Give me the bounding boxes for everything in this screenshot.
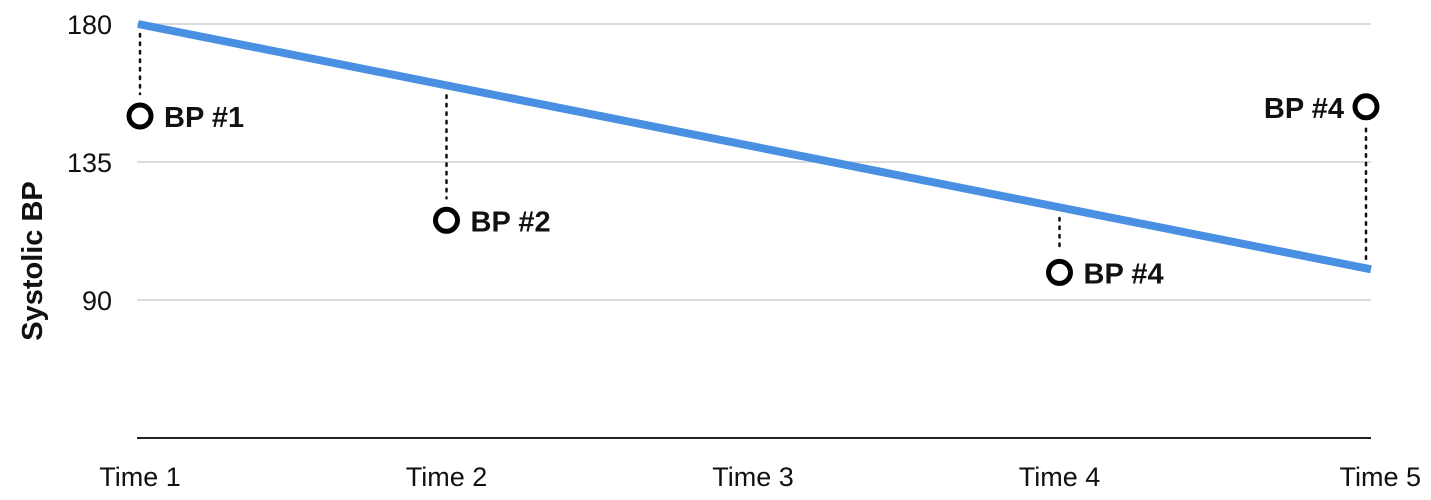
x-tick-labels: Time 1 Time 2 Time 3 Time 4 Time 5 [99, 462, 1421, 492]
data-points: BP #1 BP #2 BP #4 BP #4 [126, 93, 1380, 290]
y-axis-label: Systolic BP [17, 181, 49, 341]
data-point-marker [433, 206, 460, 234]
data-point-marker [126, 102, 154, 130]
x-tick-label: Time 5 [1339, 462, 1421, 492]
data-point-label: BP #2 [471, 206, 551, 238]
drop-lines [138, 32, 1368, 261]
x-tick-label: Time 4 [1019, 462, 1101, 492]
data-point-marker [1352, 93, 1380, 121]
data-point-label: BP #1 [164, 102, 244, 134]
x-tick-label: Time 2 [406, 462, 488, 492]
data-point-label: BP #4 [1084, 258, 1164, 290]
data-point-marker [1046, 258, 1073, 286]
y-tick-label: 90 [82, 286, 112, 316]
data-point-label: BP #4 [1264, 93, 1344, 125]
x-tick-label: Time 3 [712, 462, 794, 492]
y-tick-label: 180 [67, 10, 112, 40]
y-tick-label: 135 [67, 148, 112, 178]
y-tick-labels: 90 135 180 [67, 10, 112, 316]
x-tick-label: Time 1 [99, 462, 181, 492]
grid-lines [137, 23, 1371, 301]
trend-line [137, 20, 1372, 274]
